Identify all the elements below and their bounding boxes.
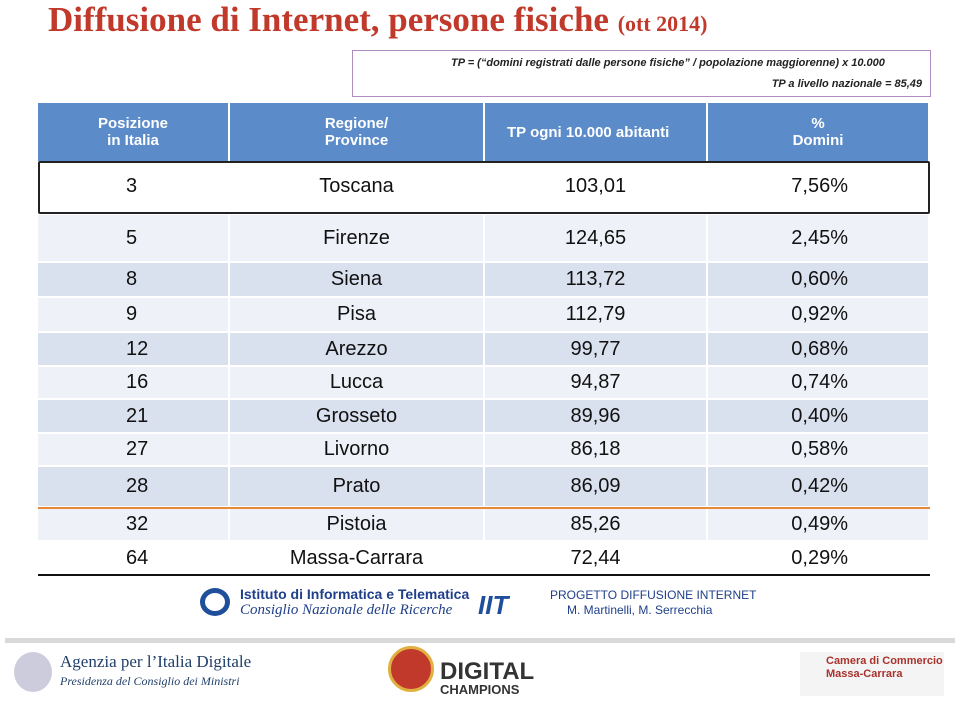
table-cell: Siena (230, 263, 483, 296)
header-line: Posizione (97, 115, 168, 132)
table-cell: 0,74% (708, 367, 928, 398)
table-cell: Arezzo (230, 333, 483, 365)
agid: Agenzia per l’Italia Digitale (60, 652, 252, 671)
table-cell: Grosseto (230, 400, 483, 432)
table-cell: 0,42% (708, 467, 928, 506)
presidenza: Presidenza del Consiglio dei Ministri (60, 674, 240, 688)
table-cell: 7,56% (708, 162, 928, 210)
project: PROGETTO DIFFUSIONE INTERNET (550, 588, 757, 602)
table-cell: 103,01 (485, 162, 706, 210)
footer-rule (5, 638, 955, 643)
table-cell: 21 (38, 400, 228, 432)
table-cell: 32 (38, 508, 228, 540)
table-cell: Prato (230, 467, 483, 506)
table-cell: Livorno (230, 434, 483, 465)
table-cell: Lucca (230, 367, 483, 398)
formula-line: TP = (“domini registrati dalle persone f… (451, 57, 885, 69)
header-cell: TP ogni 10.000 abitanti (485, 103, 706, 161)
title-text: Diffusione di Internet, persone fisiche (48, 0, 609, 39)
dc-badge (388, 646, 434, 692)
table-cell: 112,79 (485, 298, 706, 331)
table-cell: 12 (38, 333, 228, 365)
header-line: Domini (792, 132, 844, 149)
table-cell: 0,92% (708, 298, 928, 331)
camera-city: Massa-Carrara (826, 668, 903, 680)
header-cell: Posizione in Italia (38, 103, 228, 161)
table-cell: 8 (38, 263, 228, 296)
table-cell: 89,96 (485, 400, 706, 432)
table-cell: 0,68% (708, 333, 928, 365)
table-cell: 0,40% (708, 400, 928, 432)
digital: DIGITAL (440, 658, 535, 685)
table-cell: 85,26 (485, 508, 706, 540)
table-cell: 94,87 (485, 367, 706, 398)
header-line: Province (324, 132, 389, 149)
header-cell: % Domini (708, 103, 928, 161)
table-cell: 16 (38, 367, 228, 398)
header-line: Regione/ (324, 115, 389, 132)
champions: CHAMPIONS (440, 682, 520, 697)
formula-national: TP a livello nazionale = 85,49 (771, 78, 922, 90)
table-cell: 113,72 (485, 263, 706, 296)
date: (ott 2014) (617, 11, 708, 36)
table-cell: 86,09 (485, 467, 706, 506)
iit-logo (200, 588, 230, 616)
header-line: % (811, 115, 825, 132)
table-cell: Massa-Carrara (230, 542, 483, 574)
table-cell: 72,44 (485, 542, 706, 574)
title: Diffusione di Internet, persone fisiche … (48, 0, 708, 40)
header-line: TP ogni 10.000 abitanti (507, 123, 670, 141)
table-cell: 28 (38, 467, 228, 506)
camera-logo: Camera di Commercio Massa-Carrara (800, 652, 944, 696)
camera: Camera di Commercio (826, 655, 943, 667)
table-cell: Pistoia (230, 508, 483, 540)
table-cell: 124,65 (485, 215, 706, 261)
header-cell: Regione/Province (230, 103, 483, 161)
table-cell: 64 (38, 542, 228, 574)
header-line: in Italia (107, 132, 159, 149)
iit-mark: IIT (478, 590, 509, 620)
cnr: Consiglio Nazionale delle Ricerche (240, 602, 453, 618)
authors: M. Martinelli, M. Serrecchia (567, 603, 713, 617)
separator (38, 507, 930, 509)
table-cell: 2,45% (708, 215, 928, 261)
table-cell: Pisa (230, 298, 483, 331)
table-cell: 0,49% (708, 508, 928, 540)
table-cell: 86,18 (485, 434, 706, 465)
table-cell: Toscana (230, 162, 483, 210)
table-cell: 99,77 (485, 333, 706, 365)
emblem (14, 652, 52, 692)
table-cell: 9 (38, 298, 228, 331)
table-cell: 5 (38, 215, 228, 261)
table-cell: Firenze (230, 215, 483, 261)
formula-box: TP = (“domini registrati dalle persone f… (352, 50, 931, 97)
table-bottom (38, 574, 930, 576)
table-cell: 0,29% (708, 542, 928, 574)
table-cell: 3 (38, 162, 228, 210)
table-cell: 0,58% (708, 434, 928, 465)
iit-name: Istituto di Informatica e Telematica (240, 586, 470, 602)
table-cell: 0,60% (708, 263, 928, 296)
table-cell: 27 (38, 434, 228, 465)
